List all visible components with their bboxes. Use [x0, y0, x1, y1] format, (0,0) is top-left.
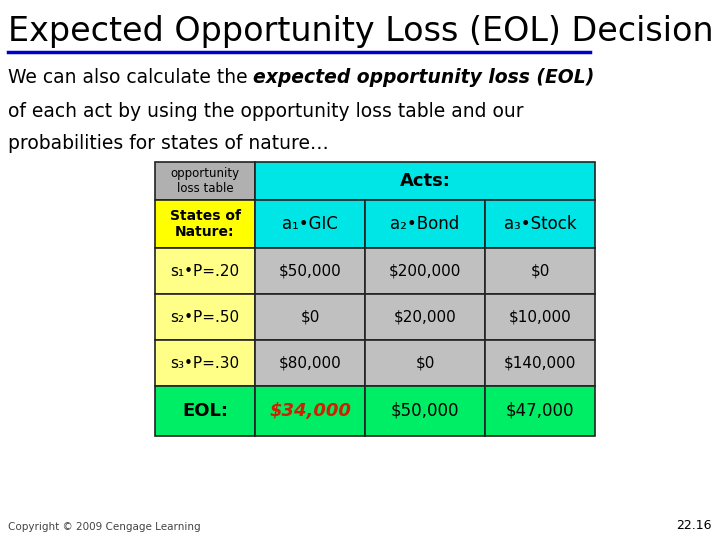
FancyBboxPatch shape — [485, 386, 595, 436]
Text: $10,000: $10,000 — [508, 309, 572, 325]
FancyBboxPatch shape — [255, 340, 365, 386]
FancyBboxPatch shape — [485, 200, 595, 248]
FancyBboxPatch shape — [485, 294, 595, 340]
Text: expected opportunity loss (EOL): expected opportunity loss (EOL) — [253, 68, 595, 87]
Text: 22.16: 22.16 — [677, 519, 712, 532]
Text: a₂•Bond: a₂•Bond — [390, 215, 459, 233]
Text: Copyright © 2009 Cengage Learning: Copyright © 2009 Cengage Learning — [8, 522, 201, 532]
FancyBboxPatch shape — [255, 248, 365, 294]
Text: States of
Nature:: States of Nature: — [169, 209, 240, 239]
FancyBboxPatch shape — [255, 386, 365, 436]
Text: $20,000: $20,000 — [394, 309, 456, 325]
Text: a₁•GIC: a₁•GIC — [282, 215, 338, 233]
Text: $0: $0 — [415, 355, 435, 370]
FancyBboxPatch shape — [485, 248, 595, 294]
Text: Expected Opportunity Loss (EOL) Decision: Expected Opportunity Loss (EOL) Decision — [8, 15, 714, 48]
Text: of each act by using the opportunity loss table and our: of each act by using the opportunity los… — [8, 102, 523, 121]
FancyBboxPatch shape — [255, 200, 365, 248]
FancyBboxPatch shape — [155, 386, 255, 436]
Text: $140,000: $140,000 — [504, 355, 576, 370]
Text: s₁•P=.20: s₁•P=.20 — [171, 264, 240, 279]
Text: We can also calculate the: We can also calculate the — [8, 68, 253, 87]
FancyBboxPatch shape — [155, 162, 255, 200]
Text: $50,000: $50,000 — [391, 402, 459, 420]
Text: $47,000: $47,000 — [505, 402, 575, 420]
FancyBboxPatch shape — [485, 340, 595, 386]
Text: $50,000: $50,000 — [279, 264, 341, 279]
Text: EOL:: EOL: — [182, 402, 228, 420]
FancyBboxPatch shape — [155, 200, 255, 248]
Text: probabilities for states of nature…: probabilities for states of nature… — [8, 134, 329, 153]
FancyBboxPatch shape — [365, 200, 485, 248]
Text: s₂•P=.50: s₂•P=.50 — [171, 309, 240, 325]
Text: $0: $0 — [300, 309, 320, 325]
FancyBboxPatch shape — [365, 386, 485, 436]
FancyBboxPatch shape — [155, 294, 255, 340]
Text: $80,000: $80,000 — [279, 355, 341, 370]
Text: opportunity
loss table: opportunity loss table — [171, 167, 240, 195]
FancyBboxPatch shape — [155, 248, 255, 294]
Text: Acts:: Acts: — [400, 172, 451, 190]
FancyBboxPatch shape — [255, 162, 595, 200]
FancyBboxPatch shape — [365, 248, 485, 294]
Text: $200,000: $200,000 — [389, 264, 462, 279]
FancyBboxPatch shape — [155, 340, 255, 386]
FancyBboxPatch shape — [365, 294, 485, 340]
Text: $34,000: $34,000 — [269, 402, 351, 420]
Text: a₃•Stock: a₃•Stock — [504, 215, 576, 233]
Text: $0: $0 — [531, 264, 549, 279]
Text: s₃•P=.30: s₃•P=.30 — [171, 355, 240, 370]
FancyBboxPatch shape — [365, 340, 485, 386]
FancyBboxPatch shape — [255, 294, 365, 340]
